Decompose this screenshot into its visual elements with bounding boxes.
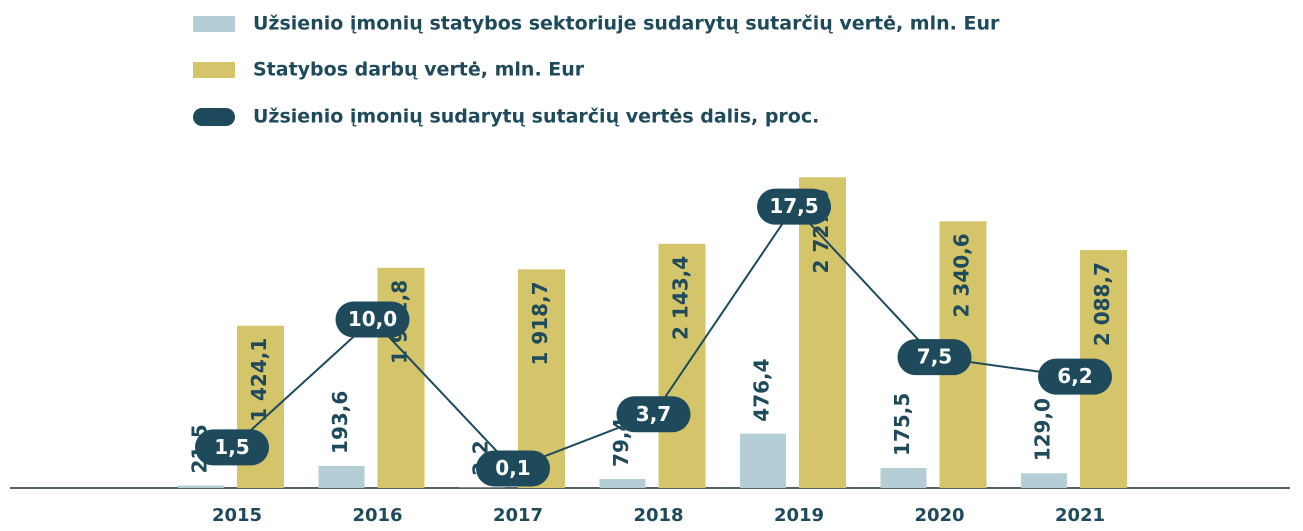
x-tick-label: 2015 [212,505,262,526]
value-label: 2 088,7 [1090,262,1114,346]
bar [178,486,224,488]
value-label: 3,7 [636,402,671,426]
value-label: 476,4 [750,358,774,421]
point-label: 10,0 [336,301,410,337]
legend-swatch [193,62,235,78]
x-tick-label: 2017 [493,505,543,526]
value-label: 17,5 [769,194,818,218]
x-tick-label: 2020 [914,505,964,526]
x-tick-label: 2021 [1055,505,1105,526]
value-label: 10,0 [348,307,397,331]
x-tick-label: 2016 [352,505,402,526]
point-label: 17,5 [757,189,831,225]
value-label: 175,5 [890,393,914,456]
bar [881,468,927,488]
legend-swatch [193,16,235,32]
value-label: 2 340,6 [950,233,974,317]
point-label: 3,7 [617,396,691,432]
value-label: 7,5 [917,345,952,369]
value-label: 1,5 [214,435,249,459]
legend-label: Užsienio įmonių statybos sektoriuje suda… [253,13,1000,35]
bar [740,434,786,488]
bar [600,479,646,488]
value-label: 1 918,7 [528,281,552,365]
point-label: 7,5 [898,339,972,375]
bar [319,466,365,488]
legend-swatch [193,108,235,126]
value-label: 1 424,1 [247,338,271,422]
value-label: 129,0 [1031,398,1055,461]
value-label: 0,1 [495,456,530,480]
bar [1021,473,1067,488]
value-label: 2 143,4 [669,256,693,340]
legend-label: Užsienio įmonių sudarytų sutarčių vertės… [253,106,819,128]
value-label: 6,2 [1057,364,1092,388]
x-tick-label: 2019 [774,505,824,526]
point-label: 0,1 [476,450,550,486]
value-label: 193,6 [328,391,352,454]
point-label: 6,2 [1038,359,1112,395]
point-label: 1,5 [195,429,269,465]
x-tick-label: 2018 [633,505,683,526]
legend-label: Statybos darbų vertė, mln. Eur [253,59,585,81]
